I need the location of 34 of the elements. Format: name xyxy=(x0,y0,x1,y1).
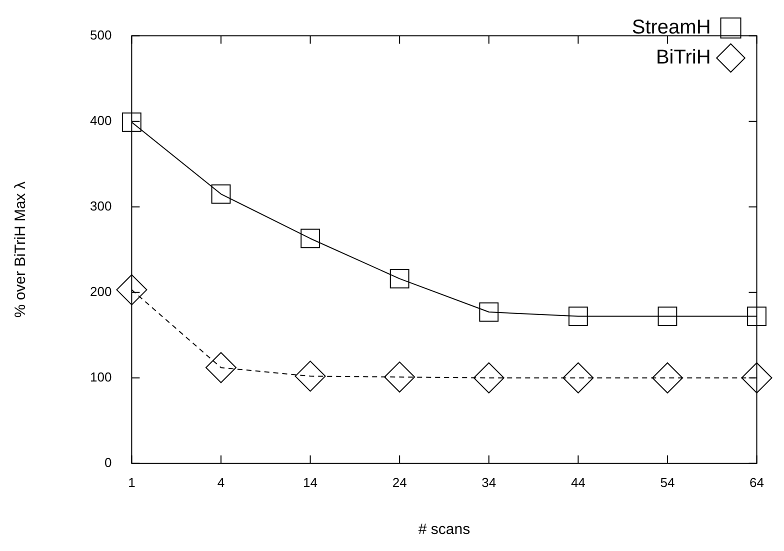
point xyxy=(300,228,320,248)
point xyxy=(652,362,683,394)
x-tick-label: 64 xyxy=(750,474,764,490)
point xyxy=(658,306,678,326)
point xyxy=(568,306,588,326)
x-tick-label: 34 xyxy=(482,474,496,490)
point xyxy=(390,268,410,288)
point xyxy=(384,362,416,393)
point xyxy=(479,302,499,322)
point xyxy=(116,274,148,306)
x-tick-label: 14 xyxy=(303,474,318,490)
y-tick-label: 200 xyxy=(90,284,112,299)
x-tick-label: 4 xyxy=(217,474,225,490)
x-tick-label: 44 xyxy=(570,474,586,490)
point xyxy=(747,306,766,326)
y-tick-label: 300 xyxy=(90,198,112,214)
point xyxy=(473,362,504,394)
legend-label: StreamH xyxy=(632,16,711,39)
y-tick-label: 500 xyxy=(90,27,112,42)
point xyxy=(294,360,326,392)
legend-label: BiTriH xyxy=(656,46,711,69)
point xyxy=(122,112,142,132)
x-tick-label: 1 xyxy=(128,474,136,490)
y-tick-label: 400 xyxy=(90,112,112,128)
y-tick-label: 0 xyxy=(104,454,112,470)
y-axis-title: % over BiTriH Max λ xyxy=(12,181,30,318)
point xyxy=(741,362,772,394)
point xyxy=(562,362,594,394)
point xyxy=(205,352,236,384)
x-tick-label: 54 xyxy=(660,474,675,490)
x-tick-label: 24 xyxy=(392,474,407,490)
y-tick-label: 100 xyxy=(90,369,112,384)
point xyxy=(211,184,231,204)
x-axis-title: # scans xyxy=(418,521,470,538)
